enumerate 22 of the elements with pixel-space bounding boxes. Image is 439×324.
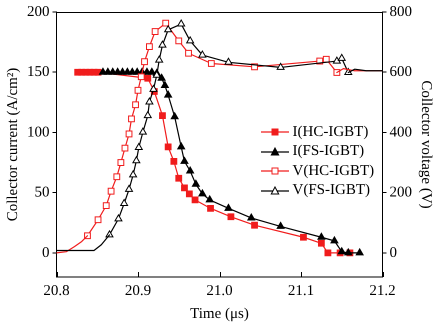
y2-tick-label: 0 — [390, 244, 397, 261]
y2-tick-label: 800 — [390, 4, 412, 20]
y-tick-label: 100 — [27, 124, 50, 140]
x-tick-label: 21.1 — [288, 282, 314, 299]
legend-label: I(HC-IGBT) — [292, 124, 368, 140]
y-tick-label: 50 — [34, 184, 50, 201]
x-tick-label: 20.8 — [43, 282, 70, 299]
x-tick-label: 20.9 — [124, 282, 152, 299]
x-tick-label: 21.0 — [206, 282, 233, 299]
legend-label: I(FS-IGBT) — [292, 143, 364, 160]
x-tick-label: 21.2 — [369, 282, 396, 299]
legend-label: V(HC-IGBT) — [292, 162, 374, 179]
y-axis-title: Collector current (A/cm²) — [4, 68, 21, 222]
y2-tick-label: 600 — [390, 64, 412, 80]
y-tick-label: 200 — [27, 4, 50, 20]
y2-axis-title: Collector voltage (V) — [418, 80, 434, 209]
x-axis-title: Time (μs) — [190, 306, 249, 322]
y2-tick-label: 200 — [390, 184, 412, 201]
y-tick-label: 0 — [42, 244, 50, 261]
legend-label: V(FS-IGBT) — [292, 182, 370, 198]
y2-tick-label: 400 — [390, 124, 412, 140]
y-tick-label: 150 — [27, 64, 50, 80]
